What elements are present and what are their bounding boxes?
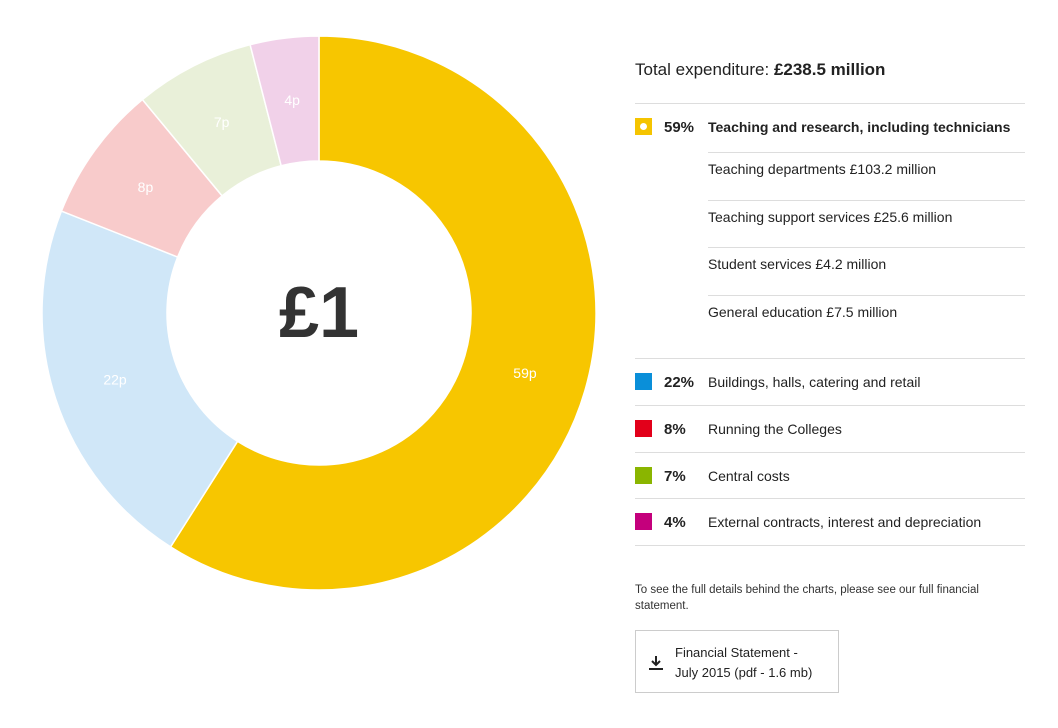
summary: Total expenditure: £238.5 million [635, 60, 885, 80]
chart: 59p 22p 8p 7p 4p £1 [41, 35, 597, 591]
summary-amount: £238.5 million [773, 60, 886, 79]
legend-swatch [635, 118, 652, 135]
download-icon [649, 656, 663, 670]
legend-swatch [635, 420, 652, 437]
legend-swatch [635, 513, 652, 530]
slice-label: 7p [214, 114, 230, 130]
note: To see the full details behind the chart… [635, 584, 979, 612]
legend-swatch [635, 373, 652, 390]
detail-text: General education £7.5 million [708, 304, 898, 320]
legend-percent: 8% [664, 421, 686, 438]
legend-percent: 7% [664, 468, 686, 485]
detail-item: Teaching departments £103.2 million [708, 152, 1025, 200]
legend-percent: 59% [664, 119, 695, 136]
detail-text: Teaching support services £25.6 million [708, 209, 953, 225]
legend-label: Teaching and research, including technic… [708, 119, 1011, 135]
detail-text: Student services £4.2 million [708, 256, 887, 272]
slice [249, 35, 320, 167]
legend-item: 7% Central costs [635, 452, 1025, 499]
slice-label: 59p [513, 365, 537, 381]
slice [169, 35, 597, 591]
legend-item: 4% External contracts, interest and depre… [635, 498, 1025, 545]
legend-label: External contracts, interest and depreci… [708, 514, 982, 530]
selected-dot [640, 123, 647, 130]
legend-label: Central costs [708, 468, 790, 484]
legend-percent: 22% [664, 374, 695, 391]
legend-label: Buildings, halls, catering and retail [708, 374, 921, 390]
legend-item: 8% Running the Colleges [635, 405, 1025, 452]
download-button[interactable]: Financial Statement - July 2015 (pdf - 1… [635, 630, 839, 693]
slice-label: 8p [138, 179, 154, 195]
center-label: £1 [279, 273, 359, 353]
legend-item: 22% Buildings, halls, catering and retail [635, 358, 1025, 405]
summary-label: Total expenditure: [635, 60, 770, 79]
slice-label: 22p [103, 371, 127, 387]
legend-label: Running the Colleges [708, 421, 842, 437]
slice-label: 4p [284, 92, 300, 108]
detail-item: Student services £4.2 million [708, 247, 1025, 295]
detail-item: General education £7.5 million [708, 295, 1025, 343]
legend-percent: 4% [664, 514, 686, 531]
detail-item: Teaching support services £25.6 million [708, 200, 1025, 248]
legend-item: 59% Teaching and research, including tech… [635, 103, 1025, 152]
legend-end-rule [635, 545, 1025, 546]
download-line: July 2015 (pdf - 1.6 mb) [675, 665, 813, 680]
detail-text: Teaching departments £103.2 million [708, 161, 937, 177]
download-line: Financial Statement - [675, 645, 798, 660]
legend-swatch [635, 467, 652, 484]
slice [41, 210, 239, 548]
